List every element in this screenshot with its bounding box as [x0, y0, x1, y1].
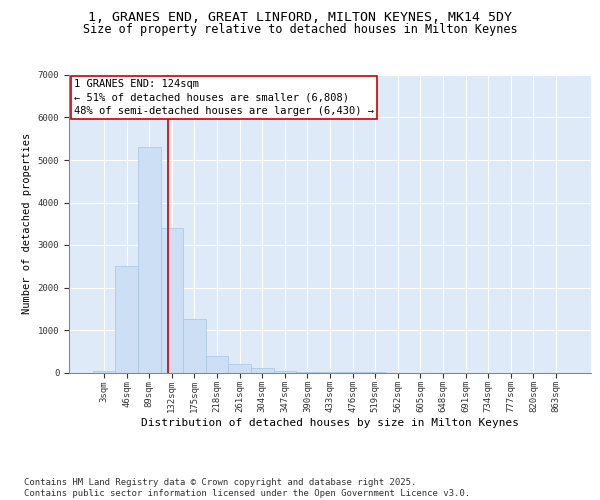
- Bar: [115, 266, 138, 372]
- Bar: [274, 371, 296, 372]
- Text: 1 GRANES END: 124sqm
← 51% of detached houses are smaller (6,808)
48% of semi-de: 1 GRANES END: 124sqm ← 51% of detached h…: [74, 80, 374, 116]
- Text: Size of property relative to detached houses in Milton Keynes: Size of property relative to detached ho…: [83, 24, 517, 36]
- Bar: [93, 371, 115, 372]
- X-axis label: Distribution of detached houses by size in Milton Keynes: Distribution of detached houses by size …: [141, 418, 519, 428]
- Bar: [161, 228, 183, 372]
- Text: 1, GRANES END, GREAT LINFORD, MILTON KEYNES, MK14 5DY: 1, GRANES END, GREAT LINFORD, MILTON KEY…: [88, 11, 512, 24]
- Bar: [206, 356, 229, 372]
- Bar: [183, 320, 206, 372]
- Bar: [251, 368, 274, 372]
- Bar: [229, 364, 251, 372]
- Y-axis label: Number of detached properties: Number of detached properties: [22, 133, 32, 314]
- Bar: [138, 147, 161, 372]
- Text: Contains HM Land Registry data © Crown copyright and database right 2025.
Contai: Contains HM Land Registry data © Crown c…: [24, 478, 470, 498]
